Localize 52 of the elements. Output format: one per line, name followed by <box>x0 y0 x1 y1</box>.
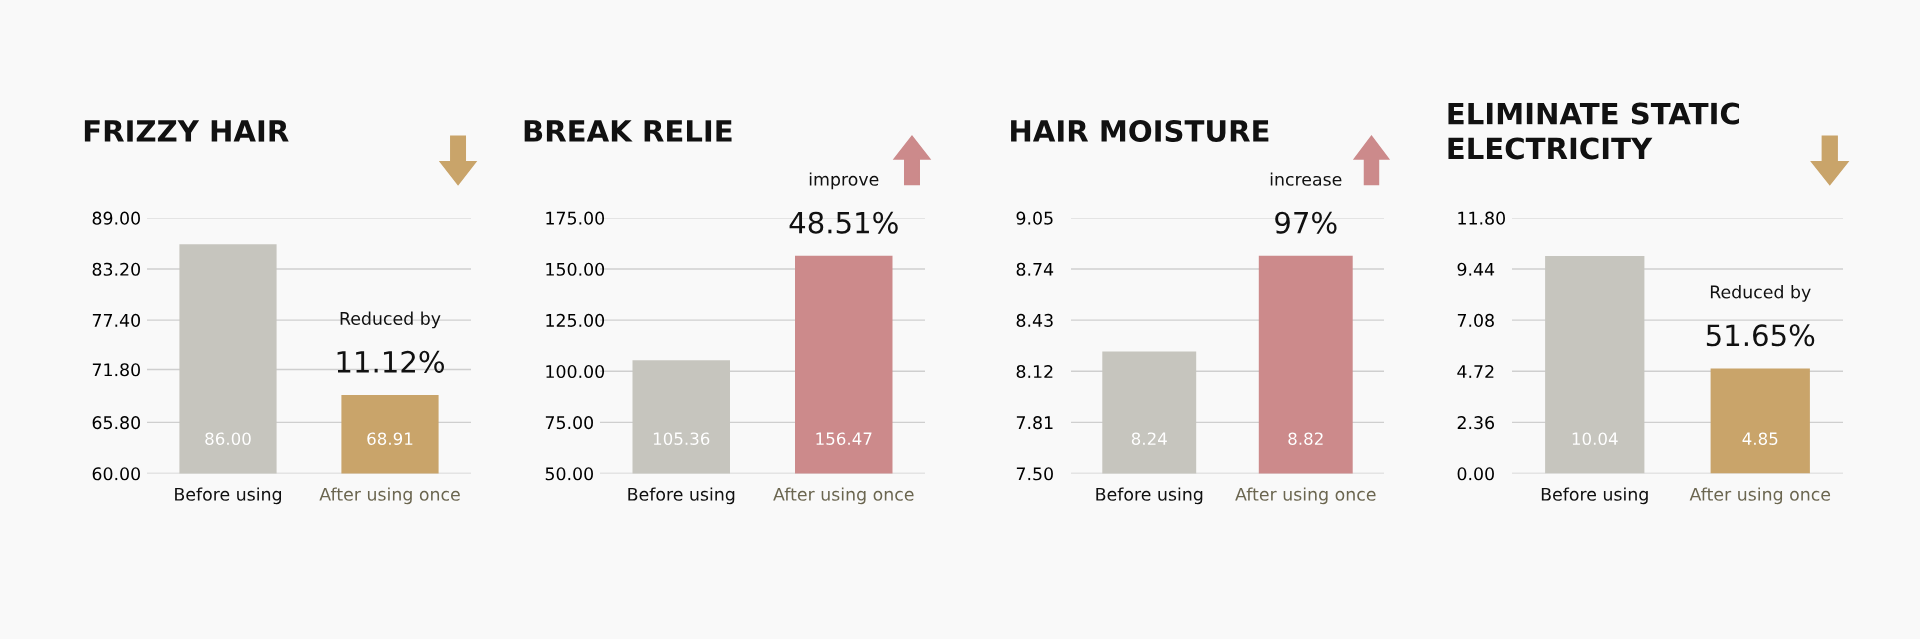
y-tick-label: 4.72 <box>1457 364 1494 378</box>
x-tick-label: After using once <box>319 487 460 505</box>
y-tick-label: 65.80 <box>92 416 140 430</box>
x-tick-label: After using once <box>1689 487 1831 505</box>
text: increase <box>1270 172 1342 186</box>
y-tick-label: 60.00 <box>92 467 140 481</box>
annotation: 48.51% <box>789 211 898 234</box>
y-tick-label: 8.43 <box>1016 313 1053 327</box>
data-label: 4.85 <box>1742 432 1778 445</box>
y-tick-label: 8.74 <box>1016 262 1054 276</box>
y-tick-label: 175.00 <box>546 211 605 225</box>
annotation: Reduced by <box>1710 285 1811 302</box>
x-tick-label: Before using <box>175 487 282 505</box>
x-tick-label: Before using <box>1541 487 1648 505</box>
y-tick-label: 125.00 <box>546 313 605 327</box>
data-label: 156.47 <box>816 432 872 445</box>
x-tick-label: After using once <box>773 487 914 505</box>
y-tick-label: 9.44 <box>1457 262 1495 276</box>
y-tick-label: 75.00 <box>545 416 593 430</box>
chart-title: BREAK RELIE <box>524 120 732 142</box>
y-tick-label: 0.00 <box>1457 467 1494 481</box>
y-tick-label: 7.81 <box>1016 416 1053 430</box>
data-label: 8.24 <box>1131 432 1167 445</box>
y-tick-label: 8.12 <box>1016 364 1053 379</box>
y-tick-label: 83.20 <box>92 262 140 276</box>
y-tick-label: 89.00 <box>92 211 140 225</box>
chart-title: HAIR MOISTURE <box>1011 119 1269 143</box>
chart-title: FRIZZY HAIR <box>84 120 289 142</box>
text: improve <box>809 172 879 190</box>
data-label: 105.36 <box>653 432 710 445</box>
y-tick-label: 77.40 <box>92 313 140 327</box>
y-tick-label: 100.00 <box>546 364 605 379</box>
data-label: 8.82 <box>1288 432 1323 445</box>
y-tick-label: 7.50 <box>1016 467 1053 481</box>
x-tick-label: Before using <box>628 487 735 505</box>
y-tick-label: 50.00 <box>545 467 593 481</box>
annotation: 51.65% <box>1706 324 1815 347</box>
y-tick-label: 7.08 <box>1457 313 1494 327</box>
annotation: 11.12% <box>337 350 444 373</box>
annotation: 97% <box>1275 211 1337 234</box>
y-tick-label: 9.05 <box>1016 211 1053 225</box>
x-tick-label: After using once <box>1235 487 1376 505</box>
data-label: 68.91 <box>367 432 413 445</box>
data-label: 10.04 <box>1572 432 1618 445</box>
y-tick-label: 2.36 <box>1457 416 1495 430</box>
y-tick-label: 150.00 <box>546 262 605 276</box>
annotation: Reduced by <box>340 311 441 329</box>
x-tick-label: Before using <box>1096 487 1203 505</box>
chart-title: ELIMINATE STATIC ELECTRICITY <box>1448 102 1739 160</box>
y-tick-label: 71.80 <box>92 363 140 377</box>
y-tick-label: 11.80 <box>1458 211 1505 225</box>
data-label: 86.00 <box>205 432 251 445</box>
